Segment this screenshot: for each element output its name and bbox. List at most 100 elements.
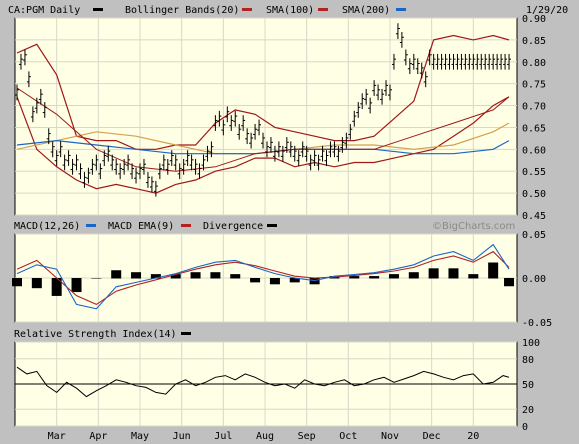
price-bar — [18, 53, 23, 70]
price-bar — [114, 158, 119, 175]
price-bar — [233, 110, 238, 127]
price-bar — [221, 119, 226, 136]
price-bar — [415, 58, 420, 75]
price-bar — [245, 128, 250, 145]
price-bar — [491, 53, 496, 70]
price-bar — [395, 23, 400, 40]
price-bar — [110, 154, 115, 171]
rsi-title: Relative Strength Index(14) — [14, 329, 177, 340]
divergence-bar — [91, 278, 102, 279]
price-bar — [141, 158, 146, 175]
divergence-bar — [190, 272, 201, 279]
price-bar — [94, 154, 99, 171]
price-bar — [58, 141, 63, 158]
divergence-bar — [71, 278, 82, 293]
price-bar — [360, 93, 365, 110]
macd-tick-label: -0.05 — [522, 318, 552, 329]
month-label: Jul — [214, 431, 232, 442]
price-bar — [225, 106, 230, 123]
price-bar — [261, 132, 266, 149]
macd-y-axis: 0.05 0.00 -0.05 — [522, 230, 552, 329]
price-bar — [475, 53, 480, 70]
macd-header: MACD(12,26) MACD EMA(9) Divergence — [14, 221, 277, 232]
price-bar — [264, 141, 269, 158]
price-bar — [153, 180, 158, 197]
price-bar — [316, 154, 321, 171]
divergence-bar — [349, 276, 360, 279]
rsi-header: Relative Strength Index(14) — [14, 329, 191, 340]
month-label: Nov — [381, 431, 399, 442]
price-bar — [276, 141, 281, 158]
macd-ema-swatch — [181, 224, 191, 227]
price-bar — [304, 145, 309, 162]
price-bar — [439, 53, 444, 70]
divergence-bar — [448, 268, 459, 279]
macd-ema-label: MACD EMA(9) — [108, 221, 174, 232]
price-bar — [380, 88, 385, 105]
divergence-bar — [269, 278, 280, 285]
divergence-bar — [488, 262, 499, 279]
price-bar — [300, 141, 305, 158]
divergence-bar — [504, 278, 515, 287]
price-bar — [237, 123, 242, 140]
watermark: ©BigCharts.com — [432, 221, 515, 232]
price-bar — [372, 80, 377, 96]
price-bar — [102, 150, 107, 166]
macd-legend-swatch — [86, 224, 96, 227]
price-bar — [403, 49, 408, 66]
rsi-y-axis: 0 20 50 80 100 — [522, 338, 540, 433]
bollinger-band-lower — [16, 96, 510, 194]
price-bar — [157, 163, 162, 180]
price-bar — [391, 53, 396, 70]
price-bar — [387, 84, 392, 101]
macd-title: MACD(12,26) — [14, 221, 80, 232]
legend-bollinger-swatch — [242, 8, 252, 11]
price-bar — [272, 145, 277, 162]
macd-tick-label: 0.05 — [522, 230, 546, 241]
price-tick-label: 0.65 — [522, 123, 546, 134]
price-tick-label: 0.55 — [522, 167, 546, 178]
divergence-bar — [408, 272, 419, 279]
rsi-tick-label: 0 — [522, 422, 528, 433]
price-bar — [134, 167, 139, 184]
price-bar — [384, 80, 389, 96]
price-bar — [130, 163, 135, 180]
price-bar — [149, 176, 154, 193]
price-bar — [26, 71, 31, 88]
divergence-bar — [111, 270, 122, 279]
price-bar — [66, 150, 71, 166]
price-bar — [145, 172, 150, 188]
price-bar — [78, 163, 83, 180]
divergence-bar — [230, 274, 241, 279]
price-tick-label: 0.75 — [522, 80, 546, 91]
price-tick-label: 0.60 — [522, 145, 546, 156]
macd-tick-label: 0.00 — [522, 274, 546, 285]
divergence-label: Divergence — [203, 221, 263, 232]
price-bar — [106, 145, 111, 162]
price-bar — [197, 163, 202, 180]
price-bar — [324, 150, 329, 166]
price-header: CA:PGM Daily Bollinger Bands(20) SMA(100… — [8, 5, 568, 16]
macd-plot — [12, 243, 515, 310]
price-bar — [50, 141, 55, 158]
divergence-bar — [210, 272, 221, 279]
price-bar — [336, 145, 341, 162]
legend-sma200: SMA(200) — [342, 5, 390, 16]
price-bar — [30, 106, 35, 123]
price-legend-swatch — [93, 8, 103, 11]
price-bar — [507, 53, 512, 70]
month-label: Apr — [89, 431, 107, 442]
price-bar — [455, 53, 460, 70]
price-bar — [308, 154, 313, 171]
price-bar — [483, 53, 488, 70]
price-bar — [411, 53, 416, 70]
price-bar — [209, 141, 214, 158]
price-bar — [495, 53, 500, 70]
legend-bollinger: Bollinger Bands(20) — [125, 5, 239, 16]
price-bar — [118, 163, 123, 180]
price-bar — [126, 154, 131, 171]
price-bar — [138, 163, 143, 180]
price-bar — [177, 163, 182, 180]
price-bar — [46, 128, 51, 145]
